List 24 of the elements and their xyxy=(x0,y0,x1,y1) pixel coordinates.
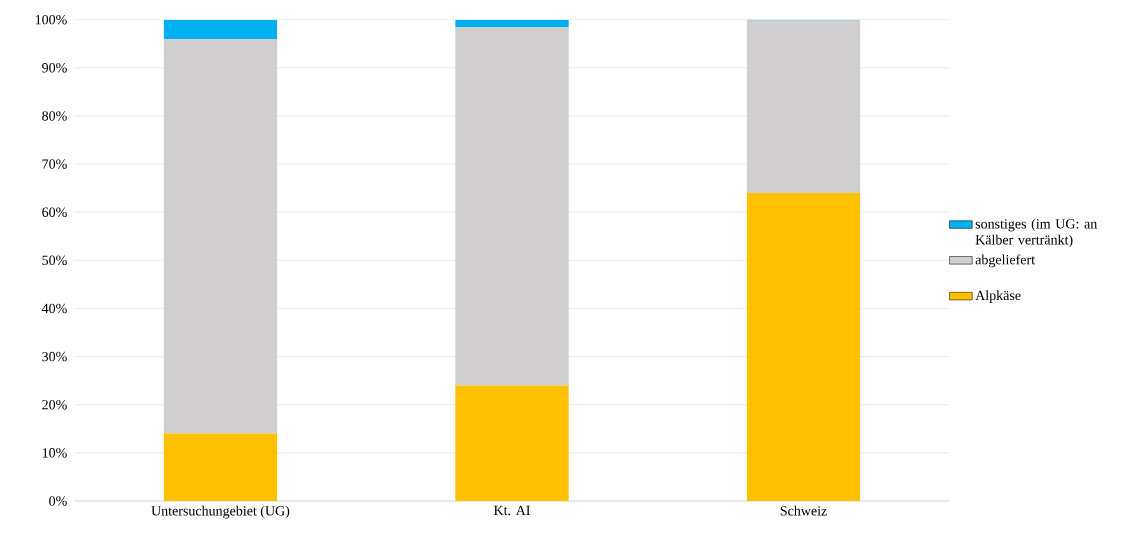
y-tick-label: 90% xyxy=(42,63,67,73)
y-tick-label: 70% xyxy=(42,159,67,169)
bar xyxy=(163,19,278,39)
y-tick-label: 40% xyxy=(41,303,67,314)
bar xyxy=(455,19,569,27)
x-tick-label: Kt. AI xyxy=(493,505,530,516)
y-tick-label: 100% xyxy=(35,14,67,25)
y-tick-label: 60% xyxy=(42,207,67,217)
y-tick-label: 0% xyxy=(49,496,67,506)
y-tick-label: 30% xyxy=(42,351,67,362)
y-tick-label: 20% xyxy=(42,399,67,410)
legend-label: Alpkäse xyxy=(975,290,1021,303)
legend-label: abgeliefert xyxy=(975,254,1035,268)
bar xyxy=(455,26,569,386)
x-tick-label: Schweiz xyxy=(780,505,827,516)
bar xyxy=(746,192,861,501)
bar xyxy=(455,385,569,501)
y-tick-label: 10% xyxy=(42,448,67,458)
bar xyxy=(163,38,278,434)
legend-label: sonstiges (im UG: an Kälber vertränkt) xyxy=(975,218,1098,248)
y-tick-label: 50% xyxy=(42,255,67,266)
bar xyxy=(163,433,278,501)
x-tick-label: Untersuchungebiet (UG) xyxy=(151,505,290,519)
y-tick-label: 80% xyxy=(42,111,67,121)
